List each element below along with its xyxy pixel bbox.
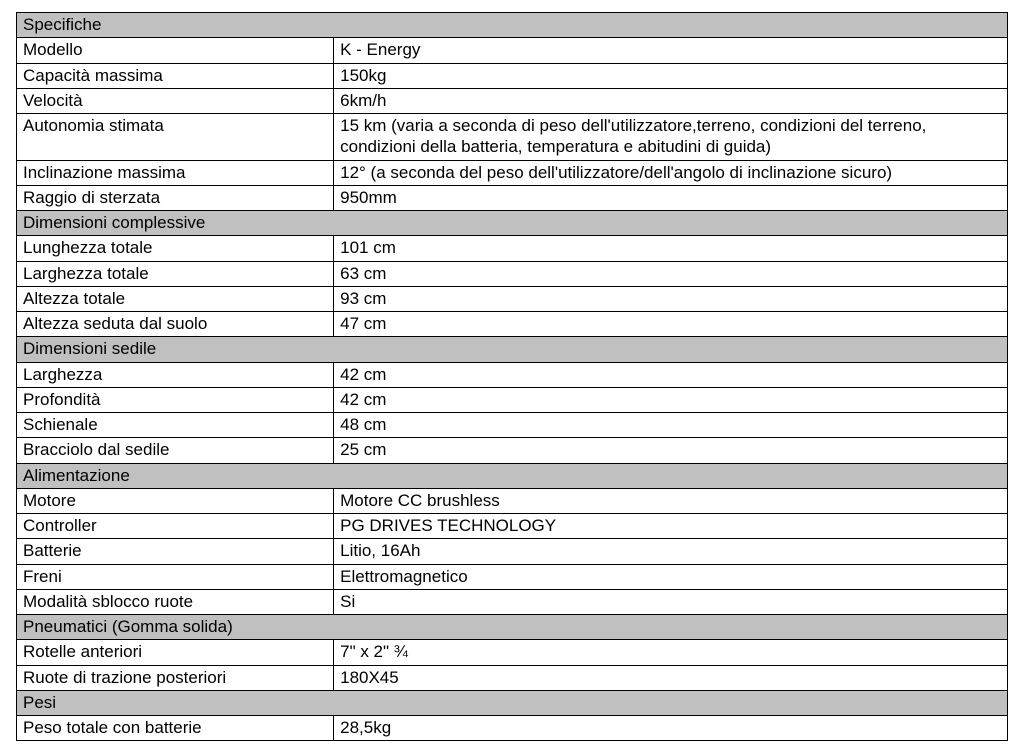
table-row: Inclinazione massima12° (a seconda del p… xyxy=(17,160,1008,185)
row-label: Controller xyxy=(17,514,334,539)
row-value: 93 cm xyxy=(334,286,1008,311)
row-label: Ruote di trazione posteriori xyxy=(17,665,334,690)
table-row: Autonomia stimata15 km (varia a seconda … xyxy=(17,114,1008,161)
row-value: 25 cm xyxy=(334,438,1008,463)
section-header-cell: Alimentazione xyxy=(17,463,1008,488)
table-row: Capacità massima150kg xyxy=(17,63,1008,88)
row-label: Larghezza xyxy=(17,362,334,387)
section-header-cell: Dimensioni complessive xyxy=(17,211,1008,236)
table-row: Modalità sblocco ruoteSi xyxy=(17,589,1008,614)
row-label: Raggio di sterzata xyxy=(17,185,334,210)
row-label: Larghezza totale xyxy=(17,261,334,286)
row-value: 28,5kg xyxy=(334,716,1008,741)
row-value: 7" x 2" ¾ xyxy=(334,640,1008,665)
section-header-cell: Pesi xyxy=(17,690,1008,715)
row-label: Freni xyxy=(17,564,334,589)
row-label: Inclinazione massima xyxy=(17,160,334,185)
section-header: Specifiche xyxy=(17,13,1008,38)
table-row: BatterieLitio, 16Ah xyxy=(17,539,1008,564)
row-value: Si xyxy=(334,589,1008,614)
row-value: 180X45 xyxy=(334,665,1008,690)
row-label: Capacità massima xyxy=(17,63,334,88)
section-header: Pesi xyxy=(17,690,1008,715)
row-value: Motore CC brushless xyxy=(334,488,1008,513)
table-row: Altezza totale93 cm xyxy=(17,286,1008,311)
row-label: Peso totale con batterie xyxy=(17,716,334,741)
table-row: Schienale48 cm xyxy=(17,413,1008,438)
row-label: Autonomia stimata xyxy=(17,114,334,161)
table-row: FreniElettromagnetico xyxy=(17,564,1008,589)
row-value: 6km/h xyxy=(334,88,1008,113)
spec-table: SpecificheModelloK - EnergyCapacità mass… xyxy=(16,12,1008,741)
section-header: Alimentazione xyxy=(17,463,1008,488)
section-header: Dimensioni sedile xyxy=(17,337,1008,362)
row-label: Batterie xyxy=(17,539,334,564)
row-value: PG DRIVES TECHNOLOGY xyxy=(334,514,1008,539)
row-value: 42 cm xyxy=(334,362,1008,387)
row-value: 101 cm xyxy=(334,236,1008,261)
table-row: Ruote di trazione posteriori180X45 xyxy=(17,665,1008,690)
row-label: Rotelle anteriori xyxy=(17,640,334,665)
table-row: ModelloK - Energy xyxy=(17,38,1008,63)
table-row: ControllerPG DRIVES TECHNOLOGY xyxy=(17,514,1008,539)
row-label: Lunghezza totale xyxy=(17,236,334,261)
row-label: Bracciolo dal sedile xyxy=(17,438,334,463)
table-row: Rotelle anteriori7" x 2" ¾ xyxy=(17,640,1008,665)
table-row: Lunghezza totale101 cm xyxy=(17,236,1008,261)
row-value: 12° (a seconda del peso dell'utilizzator… xyxy=(334,160,1008,185)
row-value: K - Energy xyxy=(334,38,1008,63)
row-label: Altezza seduta dal suolo xyxy=(17,312,334,337)
section-header-cell: Specifiche xyxy=(17,13,1008,38)
row-label: Profondità xyxy=(17,387,334,412)
section-header-cell: Pneumatici (Gomma solida) xyxy=(17,615,1008,640)
table-row: Velocità6km/h xyxy=(17,88,1008,113)
table-row: Bracciolo dal sedile25 cm xyxy=(17,438,1008,463)
row-value: Litio, 16Ah xyxy=(334,539,1008,564)
row-label: Modello xyxy=(17,38,334,63)
row-value: 15 km (varia a seconda di peso dell'util… xyxy=(334,114,1008,161)
row-value: 63 cm xyxy=(334,261,1008,286)
row-label: Schienale xyxy=(17,413,334,438)
table-row: Altezza seduta dal suolo47 cm xyxy=(17,312,1008,337)
table-row: Raggio di sterzata950mm xyxy=(17,185,1008,210)
row-value: Elettromagnetico xyxy=(334,564,1008,589)
row-label: Modalità sblocco ruote xyxy=(17,589,334,614)
section-header: Dimensioni complessive xyxy=(17,211,1008,236)
table-row: Larghezza totale63 cm xyxy=(17,261,1008,286)
row-value: 950mm xyxy=(334,185,1008,210)
section-header-cell: Dimensioni sedile xyxy=(17,337,1008,362)
row-value: 47 cm xyxy=(334,312,1008,337)
section-header: Pneumatici (Gomma solida) xyxy=(17,615,1008,640)
row-value: 42 cm xyxy=(334,387,1008,412)
table-row: MotoreMotore CC brushless xyxy=(17,488,1008,513)
row-label: Altezza totale xyxy=(17,286,334,311)
row-value: 48 cm xyxy=(334,413,1008,438)
row-label: Velocità xyxy=(17,88,334,113)
table-row: Larghezza42 cm xyxy=(17,362,1008,387)
table-row: Profondità42 cm xyxy=(17,387,1008,412)
table-row: Peso totale con batterie28,5kg xyxy=(17,716,1008,741)
row-value: 150kg xyxy=(334,63,1008,88)
row-label: Motore xyxy=(17,488,334,513)
